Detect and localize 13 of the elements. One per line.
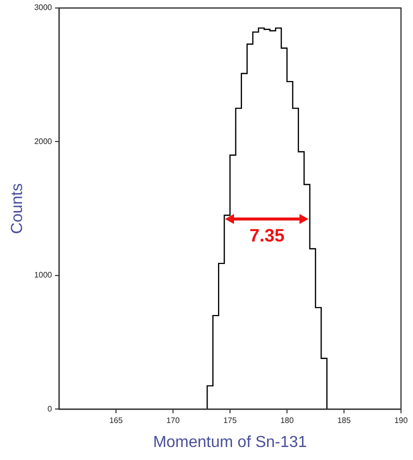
y-tick-label: 2000	[34, 136, 53, 146]
x-tick-label: 170	[166, 416, 180, 426]
x-tick-label: 190	[394, 416, 408, 426]
annotation: 7.35	[250, 226, 285, 246]
y-axis-title: Counts	[9, 183, 26, 234]
y-tick-label: 0	[48, 404, 53, 414]
x-tick-label: 185	[337, 416, 352, 426]
x-axis-title: Momentum of Sn-131	[153, 434, 308, 451]
x-tick-label: 165	[109, 416, 124, 426]
x-tick-label: 175	[223, 416, 238, 426]
y-tick-label: 1000	[34, 270, 53, 280]
x-tick-label: 180	[280, 416, 294, 426]
y-tick-label: 3000	[34, 3, 53, 12]
